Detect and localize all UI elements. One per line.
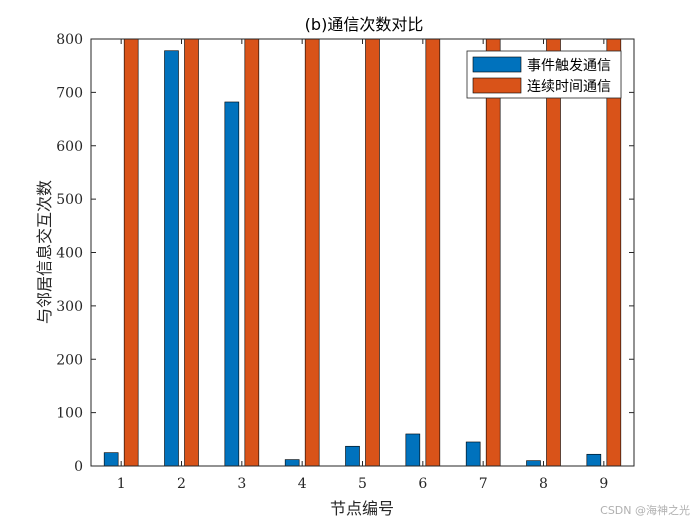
y-tick-label: 500: [56, 192, 83, 208]
bar-continuous-1: [123, 38, 139, 467]
x-tick-label: 8: [539, 476, 548, 492]
legend-swatch-continuous: [472, 77, 522, 94]
bar-event-8: [526, 460, 541, 467]
axes-group: 1 2 3 4 5 6 7 8 9 0 100 200 300 400 500 600 700 800: [56, 32, 634, 492]
x-tick-label: 1: [117, 476, 126, 492]
y-tick-label: 300: [56, 299, 83, 315]
bar-continuous-5: [365, 38, 380, 467]
legend-label-continuous: 连续时间通信: [527, 78, 611, 95]
bar-event-9: [586, 453, 602, 467]
bar-event-1: [103, 452, 119, 467]
bar-continuous-3: [244, 38, 260, 467]
bar-continuous-9: [606, 38, 622, 467]
plot-area: [91, 39, 634, 466]
plot-frame: [90, 38, 635, 467]
x-tick-label: 4: [298, 476, 307, 492]
legend-swatch-event: [472, 56, 522, 73]
bar-event-4: [284, 459, 300, 467]
x-tick-label: 7: [479, 476, 488, 492]
x-tick-label: 9: [599, 476, 608, 492]
chart-title: (b)通信次数对比: [305, 15, 424, 34]
x-tick-label: 6: [418, 476, 427, 492]
y-tick-label: 100: [56, 406, 83, 422]
y-tick-label: 800: [56, 32, 83, 48]
y-tick-label: 700: [56, 85, 83, 101]
bar-continuous-2: [184, 38, 199, 467]
legend: 事件触发通信 连续时间通信: [466, 50, 622, 99]
bar-continuous-6: [425, 38, 441, 467]
legend-label-event: 事件触发通信: [527, 58, 611, 74]
x-tick-label: 5: [358, 476, 367, 492]
bar-event-3: [224, 101, 240, 467]
y-tick-label: 200: [56, 352, 83, 368]
x-tick-label: 2: [177, 476, 186, 492]
y-tick-label: 0: [74, 459, 83, 475]
y-axis-label: 与邻居信息交互次数: [35, 180, 54, 324]
bar-event-6: [405, 433, 421, 467]
x-axis-label: 节点编号: [330, 499, 394, 518]
watermark: CSDN @海神之光: [600, 503, 690, 517]
bar-event-7: [465, 441, 481, 467]
y-tick-label: 400: [56, 246, 83, 262]
bar-continuous-8: [546, 38, 561, 467]
bar-continuous-4: [304, 38, 320, 467]
bar-continuous-7: [485, 38, 501, 467]
x-tick-label: 3: [237, 476, 246, 492]
bars-group: [103, 38, 622, 467]
y-tick-label: 600: [56, 139, 83, 155]
bar-event-5: [345, 445, 360, 467]
bar-event-2: [164, 50, 179, 467]
